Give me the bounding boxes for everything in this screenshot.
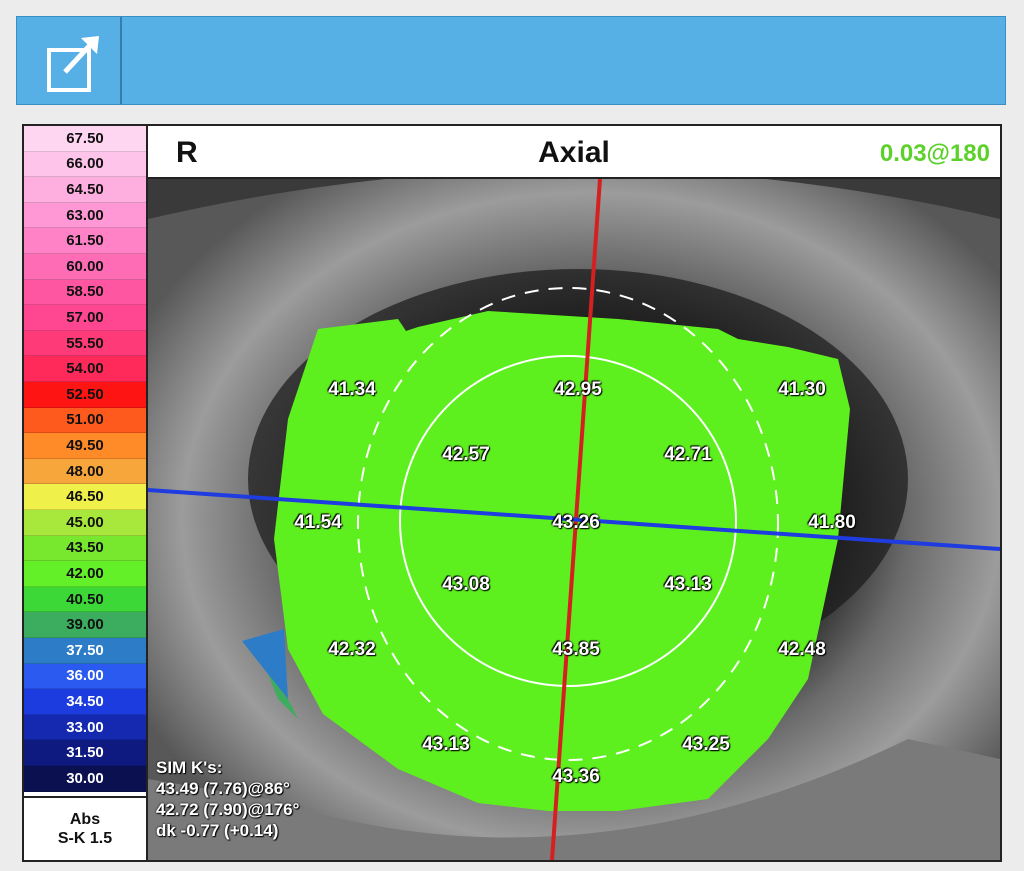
horizontal-axis-line (148, 488, 1000, 551)
lower-lid (148, 739, 1000, 860)
legend-swatch: 67.50 (24, 126, 146, 152)
topography-panel: Abs S-K 1.5 67.50 66.00 64.50 63.00 61.50 60.… (22, 124, 1002, 862)
legend-swatch: 31.50 (24, 740, 146, 766)
power-value: 43.13 (422, 734, 470, 755)
eye-indicator: R (176, 136, 198, 169)
outer-zone-circle (357, 287, 779, 761)
upper-lid (148, 179, 1000, 219)
power-value: 42.57 (442, 444, 490, 465)
legend-swatch: 52.50 (24, 382, 146, 408)
external-link-icon (46, 35, 99, 92)
legend-swatch: 66.00 (24, 151, 146, 178)
legend-swatch: 48.00 (24, 458, 146, 485)
sim-k-flat: 42.72 (7.90)@176° (156, 800, 300, 819)
power-value: 43.13 (664, 574, 712, 595)
transition-zone (268, 674, 298, 719)
power-value: 41.80 (808, 512, 856, 533)
legend-swatch: 63.00 (24, 202, 146, 229)
scale-type-line2: S-K 1.5 (57, 830, 113, 847)
eye-image (148, 179, 1000, 860)
legend-swatch: 39.00 (24, 612, 146, 638)
legend-swatch: 49.50 (24, 433, 146, 459)
legend-swatch: 36.00 (24, 663, 146, 690)
sim-k-title: SIM K's: (156, 758, 223, 777)
sim-k-delta: dk -0.77 (+0.14) (156, 821, 279, 840)
legend-swatch: 34.50 (24, 689, 146, 715)
legend-swatch: 60.00 (24, 254, 146, 280)
legend-swatch: 61.50 (24, 228, 146, 254)
power-value: 43.85 (552, 639, 600, 660)
power-value: 43.36 (552, 766, 600, 787)
title-bar (16, 16, 1006, 105)
power-value: 41.54 (294, 512, 342, 533)
legend-swatch: 51.00 (24, 407, 146, 434)
map-header: Axial R 0.03@180 (148, 126, 1000, 179)
legend-swatch: 43.50 (24, 535, 146, 562)
scale-type-line1: Abs (69, 811, 101, 828)
cornea-map (274, 311, 850, 811)
power-value: 43.25 (682, 734, 730, 755)
legend-swatch: 42.00 (24, 561, 146, 587)
low-power-zone (242, 629, 288, 699)
scale-type-label: Abs S-K 1.5 (24, 796, 146, 860)
legend-swatch: 64.50 (24, 177, 146, 203)
legend-swatch: 37.50 (24, 638, 146, 664)
legend-swatch: 45.00 (24, 510, 146, 536)
power-value: 42.32 (328, 639, 376, 660)
power-value: 42.48 (778, 639, 826, 660)
sim-k-steep: 43.49 (7.76)@86° (156, 779, 290, 798)
sim-k-readout: SIM K's: 43.49 (7.76)@86° 42.72 (7.90)@1… (156, 757, 299, 841)
legend-swatch: 40.50 (24, 586, 146, 613)
power-value: 42.95 (554, 379, 602, 400)
axis-reading: 0.03@180 (879, 140, 990, 167)
legend-swatch: 54.00 (24, 356, 146, 382)
power-value: 43.08 (442, 574, 490, 595)
legend-swatch: 55.50 (24, 330, 146, 357)
legend-swatch: 33.00 (24, 714, 146, 741)
power-value: 43.26 (552, 512, 600, 533)
map-title: Axial (538, 136, 610, 169)
power-value: 41.30 (778, 379, 826, 400)
power-value: 41.34 (328, 379, 376, 400)
inner-zone-circle (399, 355, 737, 687)
legend-swatch: 57.00 (24, 305, 146, 331)
open-external-button[interactable] (17, 17, 122, 104)
power-value: 42.71 (664, 444, 712, 465)
legend-swatch: 30.00 (24, 766, 146, 792)
color-scale-legend: Abs S-K 1.5 67.50 66.00 64.50 63.00 61.50 60.… (24, 126, 148, 860)
legend-swatch: 58.50 (24, 279, 146, 306)
legend-swatch: 46.50 (24, 484, 146, 510)
axial-map[interactable]: 41.34 42.95 41.30 42.57 42.71 41.54 43.2… (148, 179, 1000, 860)
